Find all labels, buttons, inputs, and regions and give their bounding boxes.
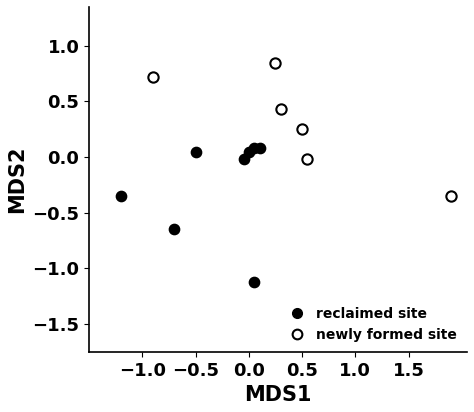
X-axis label: MDS1: MDS1 (245, 385, 312, 405)
newly formed site (447, 193, 455, 199)
newly formed site (304, 156, 311, 163)
newly formed site (277, 106, 284, 112)
reclaimed site (250, 145, 258, 152)
newly formed site (298, 126, 306, 133)
reclaimed site (118, 193, 125, 199)
reclaimed site (255, 145, 263, 152)
newly formed site (149, 74, 157, 80)
reclaimed site (171, 226, 178, 233)
reclaimed site (192, 148, 200, 155)
reclaimed site (250, 279, 258, 285)
Legend: reclaimed site, newly formed site: reclaimed site, newly formed site (280, 304, 460, 345)
reclaimed site (240, 156, 247, 163)
reclaimed site (245, 148, 253, 155)
newly formed site (272, 59, 279, 66)
Y-axis label: MDS2: MDS2 (7, 145, 27, 213)
